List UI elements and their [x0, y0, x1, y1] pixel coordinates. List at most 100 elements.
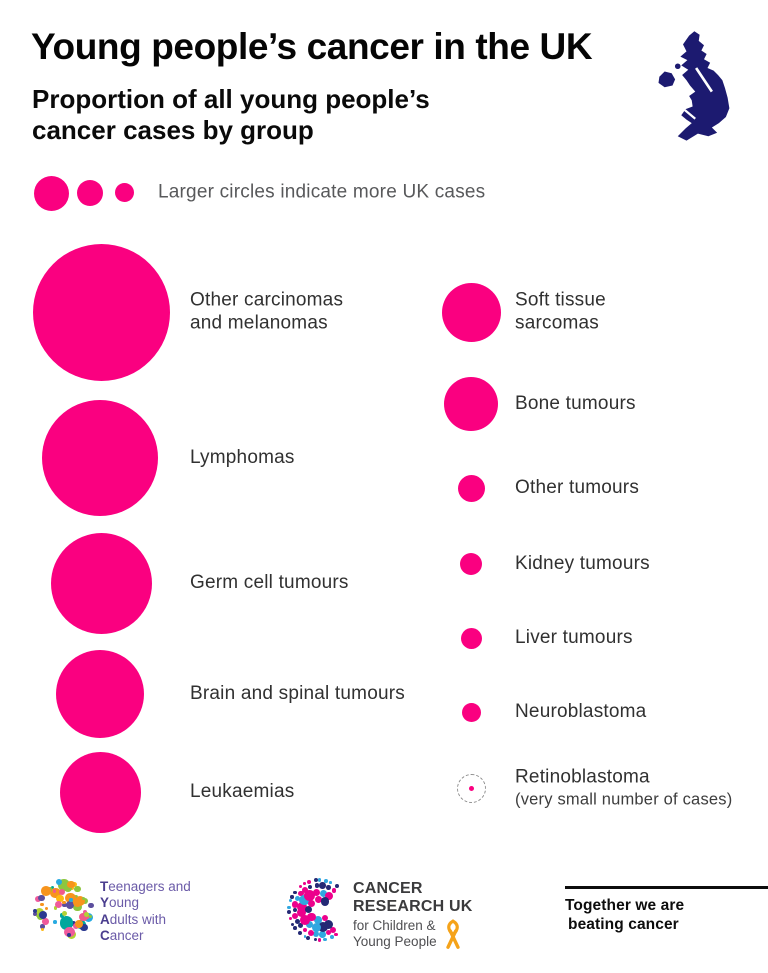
tyac-text-line: Adults with [100, 912, 191, 928]
cruk-dot [313, 938, 317, 942]
bubble-label-brain-and-spinal-tumours: Brain and spinal tumours [190, 683, 405, 706]
tyac-dot [40, 886, 51, 896]
tyac-dot [64, 926, 75, 938]
bubble-brain-and-spinal-tumours [56, 650, 144, 738]
cruk-dot [330, 927, 336, 934]
cruk-dot [294, 895, 300, 901]
tyac-dot [59, 916, 74, 930]
bubble-label-germ-cell-tumours: Germ cell tumours [190, 572, 349, 595]
cruk-dot [289, 899, 292, 903]
tyac-text-line: Cancer [100, 928, 191, 944]
legend-circle-2 [77, 180, 103, 206]
cruk-dot [298, 890, 304, 897]
cruk-logo-line-1: CANCER [353, 880, 423, 897]
cruk-dot [303, 935, 307, 938]
label-line: Lymphomas [190, 446, 295, 468]
tyac-dot [74, 885, 81, 893]
cruk-dot [307, 879, 311, 884]
cruk-dot [291, 923, 295, 926]
tyac-dot [88, 902, 94, 908]
bubble-label-soft-tissue-sarcomas: Soft tissue sarcomas [515, 290, 606, 335]
bubble-label-other-tumours: Other tumours [515, 477, 639, 500]
cruk-dot [317, 921, 329, 933]
bubble-label-retinoblastoma: Retinoblastoma (very small number of case… [515, 766, 732, 810]
tyac-dot [50, 887, 61, 899]
cruk-dot [301, 886, 309, 894]
cruk-dot [292, 907, 297, 912]
cruk-dot [291, 901, 299, 908]
tyac-logo: Teenagers and Young Adults with Cancer [31, 876, 281, 950]
cruk-dot [287, 905, 291, 910]
tyac-dot [58, 879, 70, 891]
bubble-label-lymphomas: Lymphomas [190, 447, 295, 470]
tyac-rest: eenagers and [108, 879, 191, 894]
tyac-initial: T [100, 879, 109, 894]
label-subline: (very small number of cases) [515, 789, 733, 808]
bubble-label-neuroblastoma: Neuroblastoma [515, 701, 646, 724]
legend-circle-3 [114, 182, 134, 202]
bubble-label-bone-tumours: Bone tumours [515, 393, 636, 416]
cruk-dot [297, 908, 307, 918]
tyac-dot [62, 900, 67, 905]
cruk-dot [325, 885, 331, 890]
uk-map-icon [658, 31, 730, 141]
cruk-dot [314, 883, 320, 888]
tyac-dot [79, 912, 88, 921]
label-line: Retinoblastoma [515, 766, 650, 788]
label-line: and melanomas [190, 312, 328, 333]
cruk-dot [298, 885, 302, 889]
cruk-dot [306, 912, 316, 922]
tyac-dot [55, 894, 64, 903]
tyac-logo-text: Teenagers and Young Adults with Cancer [100, 879, 191, 945]
tyac-dot [38, 910, 47, 919]
tyac-rest: oung [109, 895, 140, 911]
tyac-initial: Y [100, 895, 110, 911]
tyac-dot [67, 933, 71, 937]
cruk-logo-text: CANCER RESEARCH UK for Children & Young … [353, 880, 473, 952]
tyac-dot [55, 879, 62, 886]
tyac-dot [62, 902, 67, 907]
bubble-other-carcinomas-and-melanomas [32, 243, 170, 381]
cruk-dot [331, 888, 337, 893]
bubble-label-kidney-tumours: Kidney tumours [515, 553, 650, 576]
tyac-dot [38, 894, 45, 902]
label-line: Kidney tumours [515, 552, 650, 574]
cruk-dot [313, 916, 322, 925]
tyac-dot [32, 908, 37, 913]
tyac-dot [42, 918, 49, 925]
tyac-dot [39, 902, 44, 907]
tyac-dot [40, 928, 44, 932]
tyac-dot [81, 897, 89, 905]
cruk-dot [293, 926, 297, 930]
label-line: Neuroblastoma [515, 700, 647, 722]
cruk-dot [305, 920, 313, 929]
tyac-dot [82, 896, 86, 900]
cruk-dot [324, 919, 334, 930]
subtitle-line-2: cancer cases by group [32, 115, 314, 145]
tyac-dot-cluster-icon [31, 878, 95, 942]
cruk-dot [312, 889, 320, 897]
tyac-dot [61, 910, 68, 917]
tyac-dot [54, 900, 62, 908]
label-line: Leukaemias [190, 780, 295, 802]
tagline-rule [565, 886, 768, 889]
tyac-dot [34, 895, 41, 902]
cruk-dot [303, 928, 308, 933]
bubble-soft-tissue-sarcomas [441, 282, 501, 342]
cruk-dot [303, 882, 306, 885]
label-line: Bone tumours [515, 392, 636, 414]
bubble-retinoblastoma [456, 773, 486, 803]
tyac-dot [75, 919, 83, 928]
bubble-other-tumours [457, 474, 485, 502]
bubble-kidney-tumours [460, 553, 482, 575]
cruk-dot [306, 935, 311, 941]
cruk-dot [291, 912, 299, 920]
label-line: sarcomas [515, 312, 599, 333]
cruk-dot [312, 931, 319, 938]
bubble-leukaemias [59, 751, 141, 833]
cruk-logo-line-3: for Children & [353, 918, 436, 933]
tyac-dot [45, 906, 49, 910]
tyac-dot [84, 912, 90, 918]
tyac-dot [64, 884, 73, 892]
bubble-bone-tumours [444, 377, 498, 431]
